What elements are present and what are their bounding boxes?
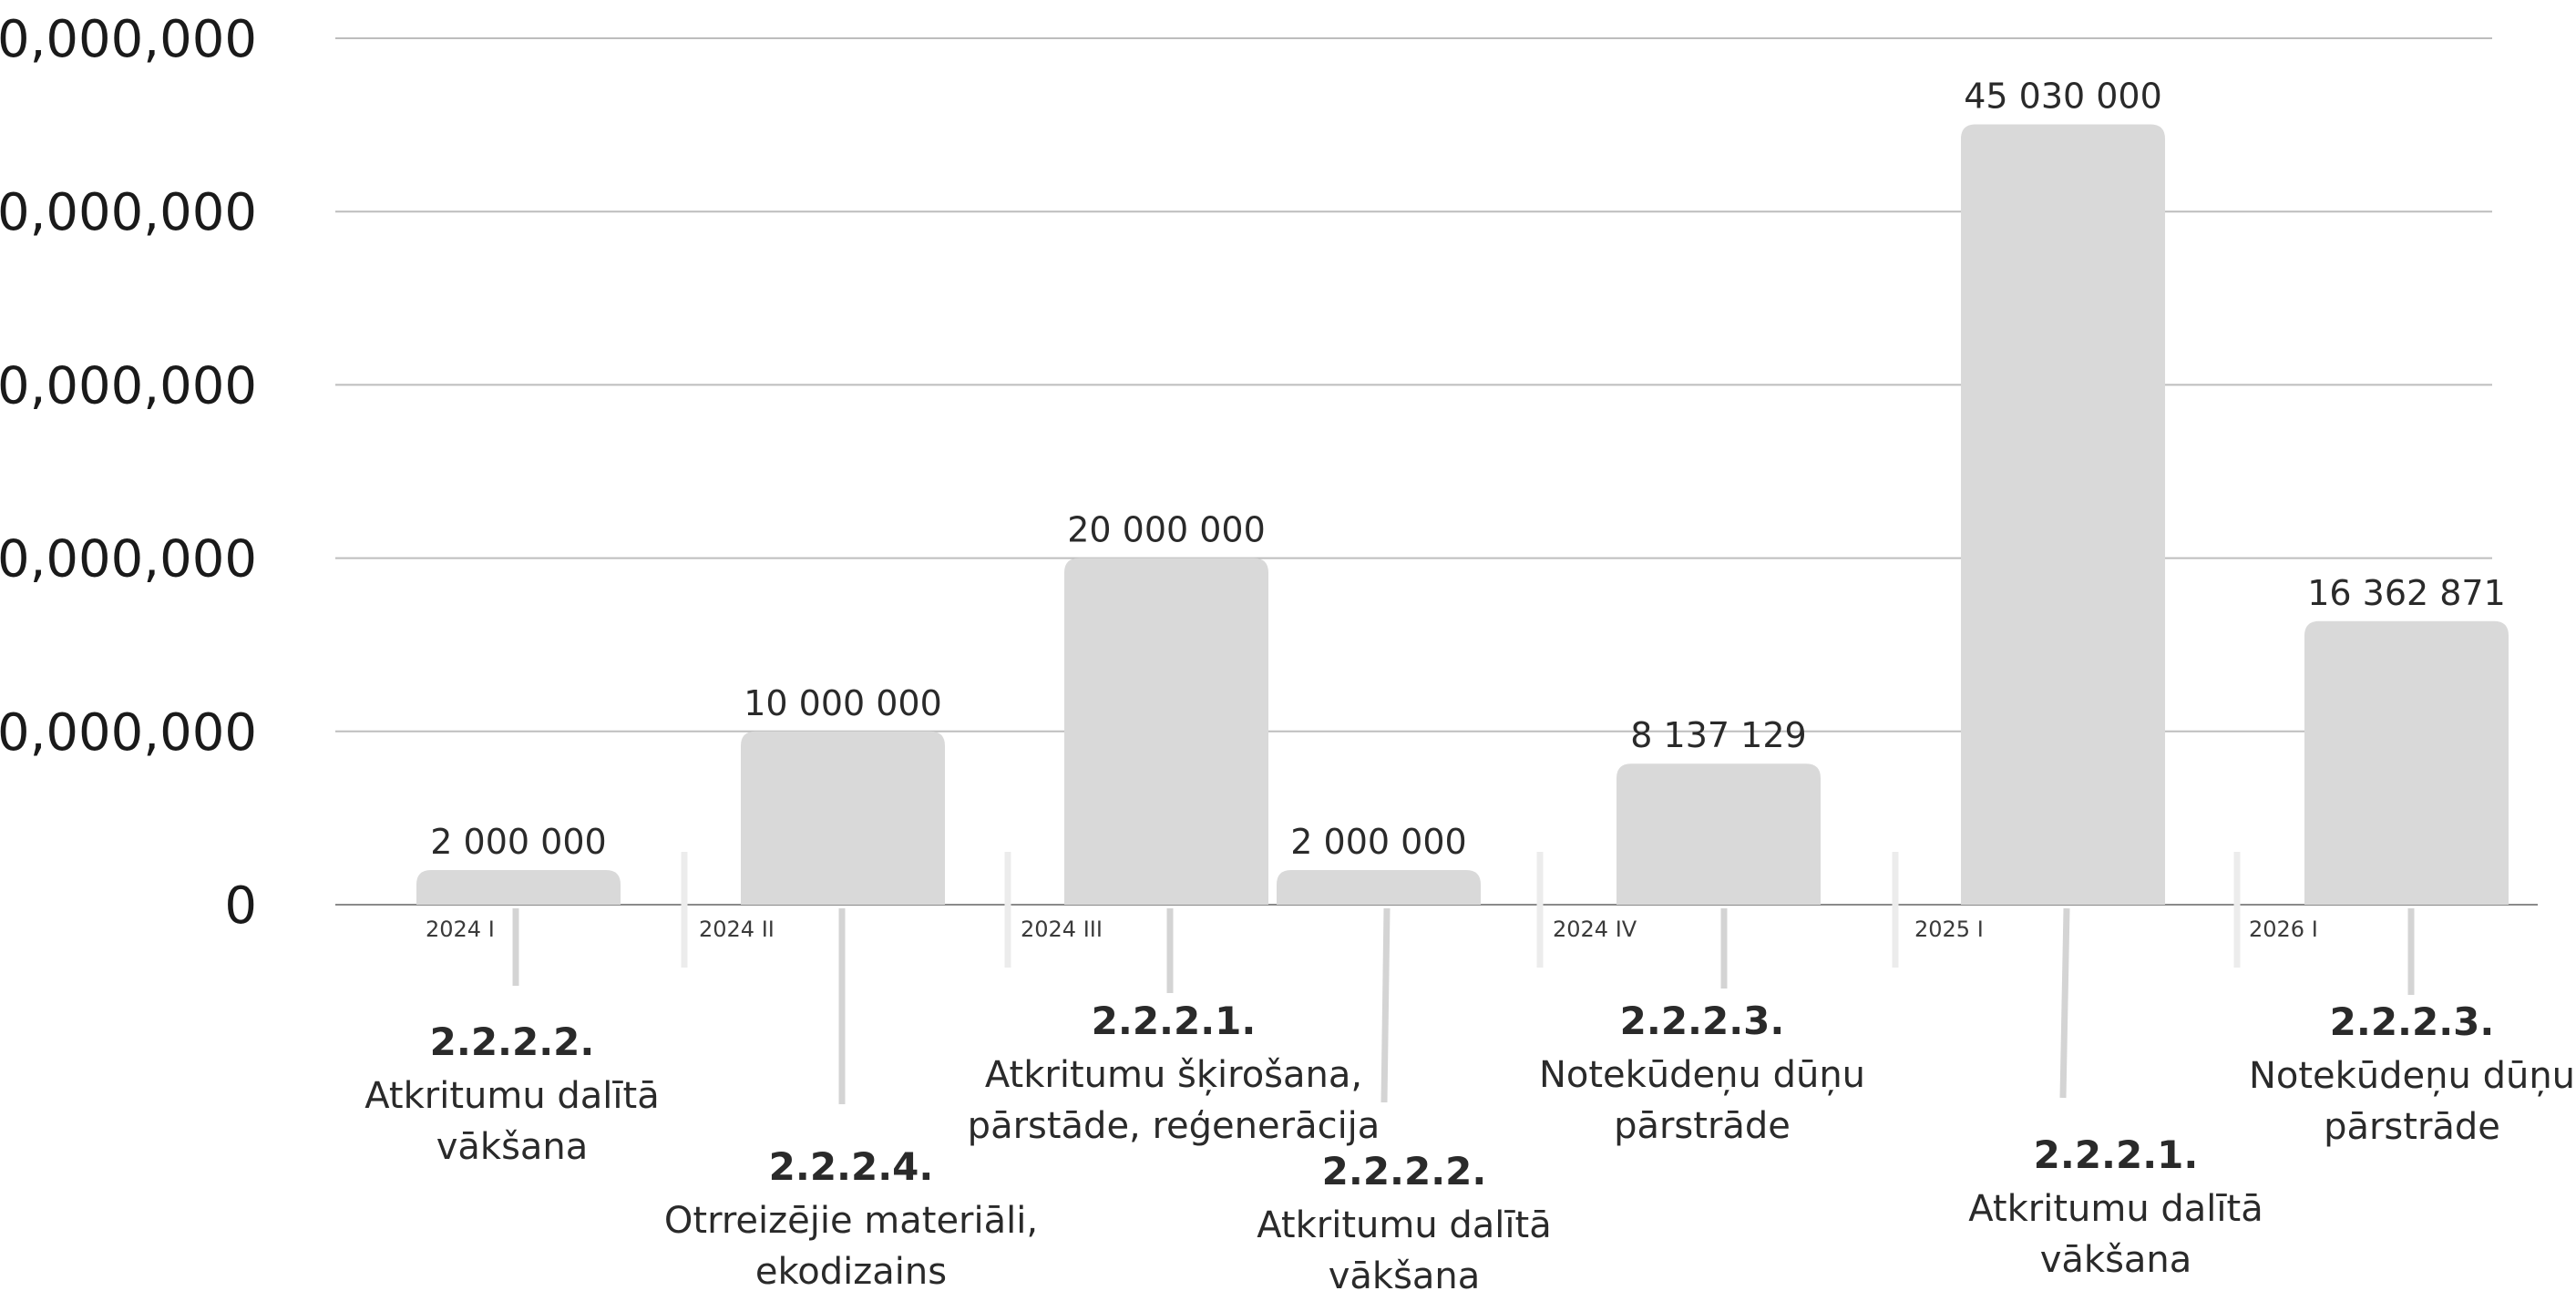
category-description: pārstrāde	[1614, 1105, 1791, 1147]
category-description: Notekūdeņu dūņu	[1539, 1054, 1865, 1096]
value-label: 2 000 000	[1290, 822, 1466, 862]
bar	[1961, 124, 2165, 905]
period-label: 2025 I	[1914, 917, 1984, 942]
category-code: 2.2.2.3.	[1620, 999, 1785, 1043]
category-code: 2.2.2.2.	[430, 1019, 595, 1064]
category-description: Notekūdeņu dūņu	[2249, 1055, 2575, 1097]
category-description: pārstāde, reģenerācija	[968, 1105, 1380, 1147]
category-description: vākšana	[2040, 1239, 2192, 1281]
category-code: 2.2.2.3.	[2330, 999, 2495, 1044]
bar	[1616, 763, 1821, 905]
category-description: pārstrāde	[2324, 1106, 2500, 1148]
bar	[1277, 869, 1481, 905]
bar-connector	[2059, 907, 2070, 1099]
bar	[741, 731, 945, 905]
value-label: 45 030 000	[1964, 77, 2162, 117]
value-label: 20 000 000	[1067, 510, 1266, 550]
bar-connector	[1380, 907, 1391, 1103]
period-label: 2024 III	[1021, 917, 1103, 942]
period-label: 2024 II	[699, 917, 775, 942]
category-code: 2.2.2.4.	[769, 1144, 934, 1189]
value-label: 8 137 129	[1630, 715, 1806, 755]
y-tick-label: 50,000,000	[0, 10, 257, 69]
category-code: 2.2.2.2.	[1322, 1149, 1487, 1193]
category-description: Atkritumu šķirošana,	[985, 1054, 1362, 1096]
category-description: vākšana	[1329, 1255, 1481, 1297]
bar	[416, 869, 621, 905]
category-description: Atkritumu dalītā	[364, 1075, 659, 1117]
y-tick-label: 10,000,000	[0, 703, 257, 763]
category-code: 2.2.2.1.	[2034, 1132, 2199, 1177]
category-description: Otrreizējie materiāli,	[664, 1200, 1038, 1242]
value-label: 16 362 871	[2307, 573, 2506, 613]
value-label: 10 000 000	[744, 683, 942, 723]
y-tick-label: 30,000,000	[0, 356, 257, 415]
category-description: Atkritumu dalītā	[1968, 1188, 2263, 1230]
bar	[2304, 620, 2509, 905]
y-tick-label: 20,000,000	[0, 530, 257, 589]
category-code: 2.2.2.1.	[1092, 999, 1257, 1043]
bar	[1064, 558, 1268, 905]
period-label: 2026 I	[2249, 917, 2318, 942]
value-label: 2 000 000	[430, 822, 606, 862]
y-tick-label: 40,000,000	[0, 183, 257, 242]
period-label: 2024 IV	[1553, 917, 1637, 942]
category-description: Atkritumu dalītā	[1257, 1204, 1551, 1246]
y-tick-label: 0	[224, 876, 257, 936]
category-description: vākšana	[436, 1126, 589, 1168]
period-label: 2024 I	[426, 917, 495, 942]
category-description: ekodizains	[755, 1251, 947, 1293]
